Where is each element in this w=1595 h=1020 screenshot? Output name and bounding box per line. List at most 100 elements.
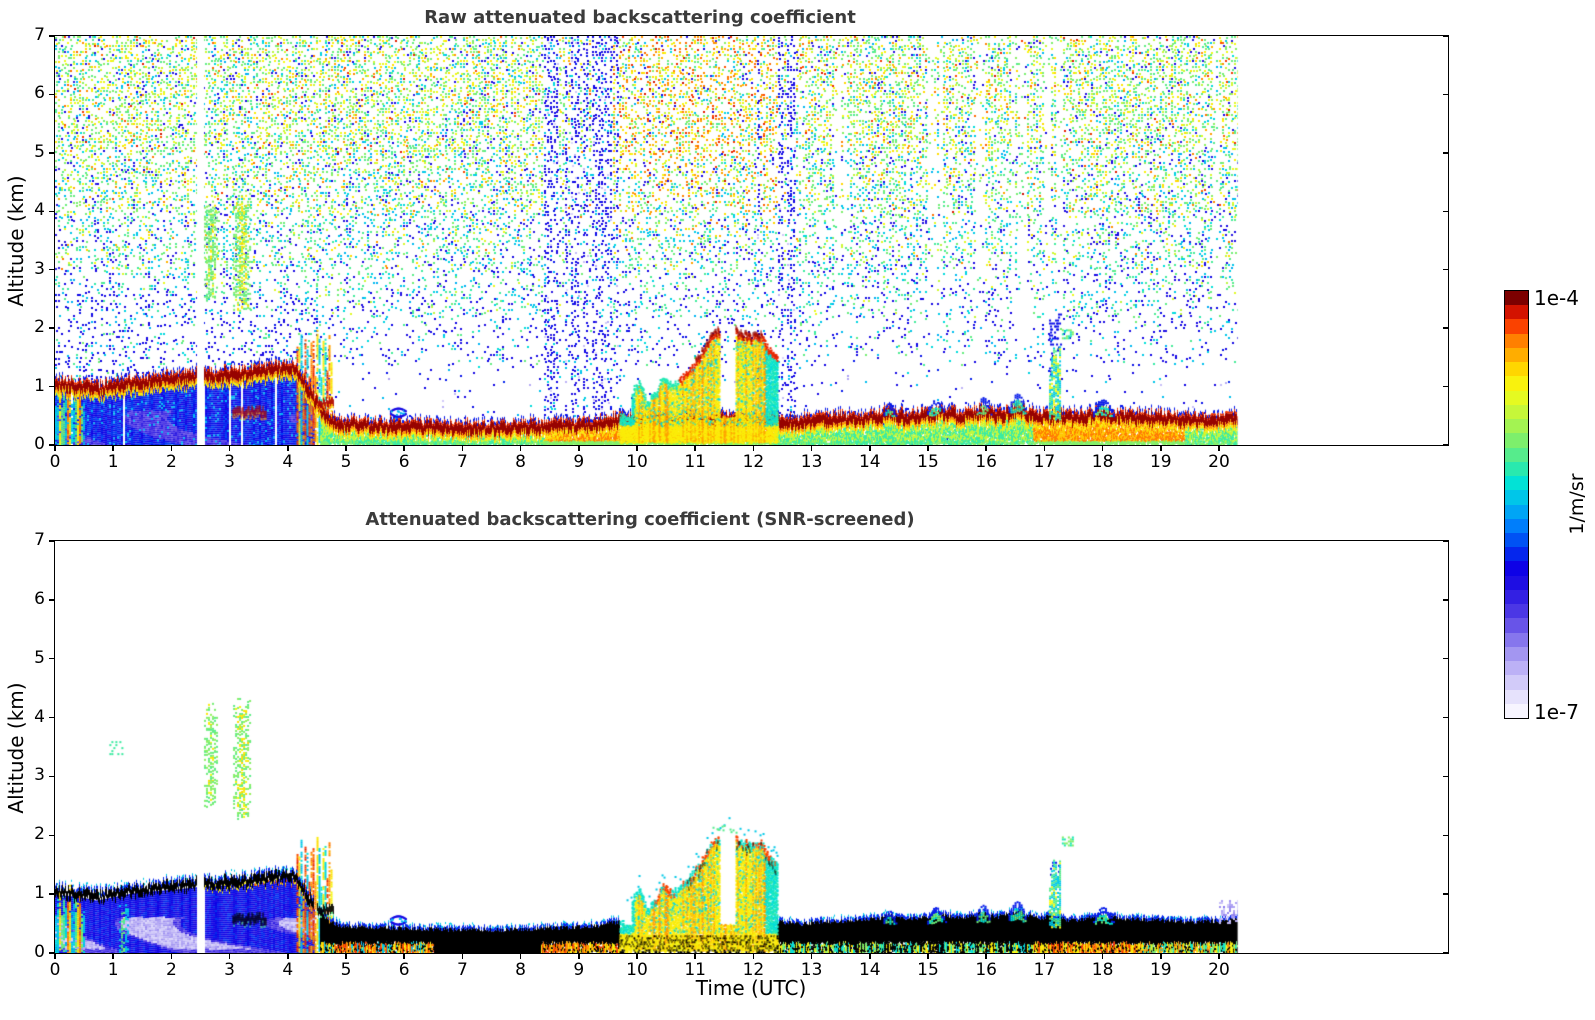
x-tick-label: 17: [1033, 960, 1056, 980]
x-tick-mark: [345, 445, 347, 451]
colorbar-step: [1505, 575, 1528, 590]
y-tick-label: 0: [34, 942, 45, 962]
y-tick-mark: [49, 657, 55, 660]
x-tick-mark: [1218, 953, 1220, 959]
x-tick-label: 11: [684, 452, 706, 472]
colorbar-step: [1505, 632, 1528, 647]
x-tick-label: 9: [573, 452, 585, 472]
y-tick-mark-right: [1443, 385, 1449, 388]
colorbar-step: [1505, 461, 1528, 477]
x-tick-mark: [1160, 445, 1162, 451]
y-tick-mark: [49, 385, 55, 388]
bottom-plot-area: [54, 540, 1449, 954]
x-tick-label: 6: [398, 452, 410, 472]
x-tick-label: 10: [626, 960, 648, 980]
y-tick-label: 6: [34, 588, 45, 609]
x-tick-mark: [403, 953, 405, 959]
x-tick-label: 3: [224, 960, 235, 980]
y-tick-label: 7: [34, 530, 45, 550]
y-tick-mark: [49, 775, 55, 778]
x-tick-label: 20: [1208, 960, 1230, 980]
y-tick-label: 0: [34, 434, 45, 454]
x-tick-label: 7: [456, 452, 468, 472]
y-tick-mark-right: [1443, 599, 1449, 601]
top-plot-title: Raw attenuated backscattering coefficien…: [424, 7, 856, 28]
colorbar-step: [1505, 347, 1528, 363]
x-tick-label: 13: [800, 960, 823, 980]
y-tick-label: 1: [34, 375, 45, 396]
y-tick-label: 2: [34, 824, 45, 845]
y-tick-mark-right: [1443, 775, 1449, 778]
colorbar-step: [1505, 362, 1528, 377]
colorbar: [1504, 290, 1529, 719]
x-tick-mark: [1101, 953, 1104, 959]
x-tick-label: 13: [800, 452, 823, 472]
y-tick-label: 4: [34, 706, 45, 727]
x-tick-mark: [810, 953, 813, 959]
x-tick-mark: [810, 445, 813, 451]
y-tick-mark-right: [1443, 834, 1449, 837]
y-tick-mark-right: [1443, 93, 1449, 96]
x-tick-label: 16: [975, 960, 997, 980]
y-tick-label: 1: [34, 883, 45, 904]
x-tick-mark: [636, 953, 638, 959]
bottom-plot-title: Attenuated backscattering coefficient (S…: [365, 509, 915, 530]
x-tick-label: 18: [1091, 960, 1114, 980]
y-tick-mark-right: [1443, 952, 1449, 954]
x-tick-mark: [578, 445, 580, 451]
colorbar-step: [1505, 589, 1528, 605]
y-tick-label: 7: [34, 25, 45, 45]
x-tick-label: 19: [1149, 960, 1172, 980]
x-tick-mark: [694, 953, 696, 959]
y-tick-label: 4: [34, 200, 45, 221]
x-tick-mark: [694, 445, 696, 451]
x-tick-label: 14: [858, 960, 881, 980]
x-tick-label: 2: [165, 960, 177, 980]
y-tick-label: 3: [34, 765, 45, 786]
colorbar-step: [1505, 476, 1528, 491]
y-tick-mark: [49, 93, 55, 96]
x-tick-mark: [403, 445, 405, 451]
colorbar-step: [1505, 376, 1528, 391]
x-tick-label: 12: [742, 960, 765, 980]
x-tick-label: 3: [224, 452, 235, 472]
x-tick-label: 5: [340, 452, 352, 472]
y-tick-label: 5: [34, 647, 45, 668]
y-tick-label: 6: [34, 83, 45, 104]
colorbar-step: [1505, 646, 1528, 662]
colorbar-step: [1505, 433, 1528, 448]
x-tick-label: 20: [1208, 452, 1230, 472]
x-tick-mark: [345, 953, 347, 959]
y-tick-label: 5: [34, 141, 45, 162]
x-tick-mark: [54, 445, 56, 451]
bottom-heatmap-canvas: [55, 541, 1448, 953]
colorbar-step: [1505, 447, 1528, 462]
x-tick-mark: [461, 953, 464, 959]
x-tick-mark: [869, 445, 871, 451]
x-tick-mark: [519, 445, 522, 451]
y-tick-label: 3: [34, 258, 45, 279]
colorbar-step: [1505, 661, 1528, 676]
x-tick-mark: [112, 953, 114, 959]
y-tick-mark: [49, 599, 55, 601]
x-tick-mark: [1101, 445, 1104, 451]
x-tick-label: 0: [49, 960, 61, 980]
x-tick-label: 2: [165, 452, 177, 472]
x-tick-label: 1: [107, 452, 119, 472]
x-tick-mark: [869, 953, 871, 959]
x-tick-label: 8: [515, 452, 526, 472]
colorbar-step: [1505, 404, 1528, 420]
y-tick-mark-right: [1443, 657, 1449, 660]
colorbar-step: [1505, 490, 1528, 505]
x-tick-mark: [461, 445, 464, 451]
colorbar-step: [1505, 518, 1528, 533]
top-plot-area: [54, 35, 1449, 446]
x-tick-label: 10: [626, 452, 648, 472]
x-tick-label: 8: [515, 960, 526, 980]
x-tick-mark: [287, 445, 289, 451]
y-tick-mark-right: [1443, 893, 1449, 895]
y-tick-mark-right: [1443, 268, 1449, 271]
x-tick-label: 1: [107, 960, 119, 980]
x-tick-label: 18: [1091, 452, 1114, 472]
